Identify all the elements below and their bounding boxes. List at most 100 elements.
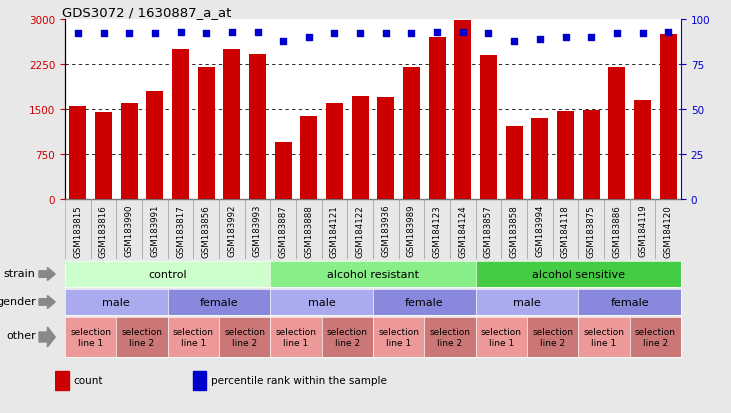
Bar [224,50,240,199]
Point [637,31,648,38]
Bar [583,111,599,199]
Text: GSM183817: GSM183817 [176,204,185,257]
Bar [95,113,112,199]
Bar [531,119,548,199]
Text: selection
line 2: selection line 2 [430,328,471,347]
Point [355,31,366,38]
Text: GSM183989: GSM183989 [407,204,416,256]
Point [124,31,135,38]
Text: other: other [6,330,36,340]
Bar [398,199,424,259]
Bar [527,199,553,259]
Bar [198,68,214,199]
Bar [450,199,476,259]
Bar [173,50,189,199]
Text: GSM183993: GSM183993 [253,204,262,256]
Point [431,29,443,36]
Bar [455,21,471,199]
Bar [65,199,91,259]
Text: male: male [308,297,336,307]
Text: selection
line 1: selection line 1 [276,328,317,347]
Point [329,31,341,38]
Text: GSM184124: GSM184124 [458,204,467,257]
Point [611,31,623,38]
Text: strain: strain [4,268,36,278]
Bar [429,38,445,199]
Text: count: count [74,375,103,386]
Point [72,31,83,38]
Point [380,31,392,38]
Point [277,38,289,45]
Bar [146,92,163,199]
FancyArrow shape [39,296,56,309]
Text: selection
line 1: selection line 1 [481,328,522,347]
Bar [300,117,317,199]
Bar [193,371,206,390]
Point [457,29,469,36]
Point [226,29,238,36]
Text: GSM183875: GSM183875 [587,204,596,257]
Text: selection
line 2: selection line 2 [532,328,573,347]
Text: selection
line 2: selection line 2 [121,328,162,347]
Text: GSM184120: GSM184120 [664,204,673,257]
Bar [660,35,676,199]
Text: female: female [200,297,238,307]
Text: GSM183991: GSM183991 [151,204,159,256]
Text: GSM184123: GSM184123 [433,204,442,257]
Bar [604,199,629,259]
Bar [655,199,681,259]
Bar [501,199,527,259]
Point [98,31,110,38]
Bar [322,199,347,259]
Bar [121,104,137,199]
Point [200,31,212,38]
Bar [553,199,578,259]
Bar [326,104,343,199]
Bar [116,199,142,259]
Text: GSM183886: GSM183886 [613,204,621,257]
Bar [506,126,523,199]
Text: male: male [102,297,130,307]
Text: selection
line 2: selection line 2 [635,328,676,347]
Bar [270,199,296,259]
Point [482,31,494,38]
Text: GSM183888: GSM183888 [304,204,314,257]
Point [175,29,186,36]
Bar [578,199,604,259]
Text: GSM183887: GSM183887 [279,204,288,257]
Bar [142,199,167,259]
Point [534,36,545,43]
Text: alcohol sensitive: alcohol sensitive [532,269,625,279]
Point [149,31,161,38]
Text: control: control [148,269,187,279]
Bar [219,199,245,259]
Bar [296,199,322,259]
Bar [404,68,420,199]
Bar [480,56,497,199]
Text: selection
line 1: selection line 1 [173,328,214,347]
Text: female: female [405,297,444,307]
Bar [193,199,219,259]
Text: selection
line 2: selection line 2 [327,328,368,347]
Text: percentile rank within the sample: percentile rank within the sample [211,375,387,386]
Bar [373,199,398,259]
Text: GSM184118: GSM184118 [561,204,570,257]
Point [560,35,572,41]
Point [303,35,314,41]
Text: gender: gender [0,296,36,306]
Text: selection
line 1: selection line 1 [583,328,624,347]
Point [586,35,597,41]
Text: GSM184119: GSM184119 [638,204,647,257]
Point [508,38,520,45]
Bar [347,199,373,259]
Bar [629,199,655,259]
Bar [69,107,86,199]
Text: GSM183858: GSM183858 [510,204,519,257]
Text: male: male [513,297,541,307]
Text: selection
line 1: selection line 1 [378,328,419,347]
Bar [608,68,625,199]
Point [662,29,674,36]
Text: GSM183856: GSM183856 [202,204,211,257]
Bar [167,199,193,259]
Bar [557,112,574,199]
